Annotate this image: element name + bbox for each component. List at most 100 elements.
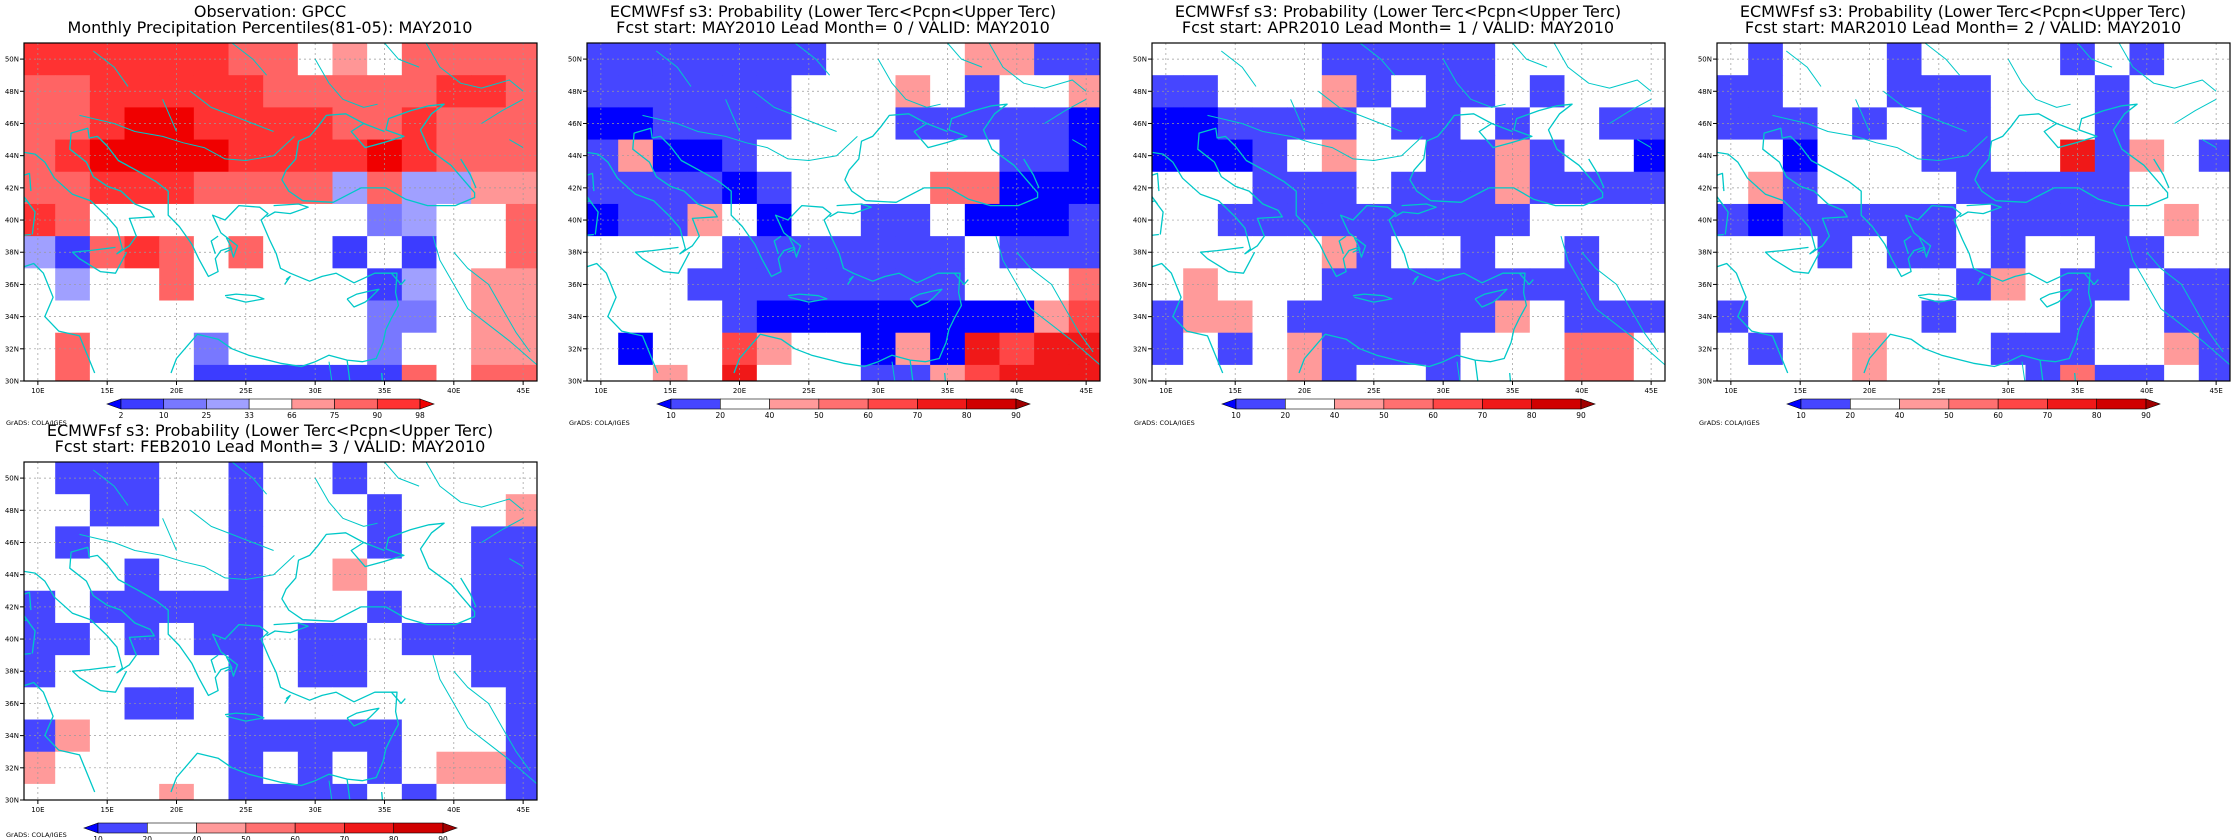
map-frame [1716,42,2231,382]
coastline [24,591,32,624]
grid-cell [1564,364,1600,381]
river [1207,114,1423,161]
x-tick-label: 10E [594,387,607,395]
river [79,114,295,161]
coastline [1717,262,1789,374]
x-tick-label: 40E [1010,387,1023,395]
panel-forecast-lead3: ECMWFsf s3: Probability (Lower Terc<Pcpn… [5,421,538,840]
panel-title-line2: Fcst start: MAY2010 Lead Month= 0 / VALI… [616,18,1050,37]
coastline [284,275,291,285]
colorbar-label: 70 [1478,411,1488,420]
coastline [829,203,872,218]
y-tick-label: 32N [1133,345,1147,353]
colorbar-segment [1800,398,1851,410]
colorbar-label: 25 [202,411,212,420]
coastlines [1717,43,2230,381]
y-tick-label: 30N [5,797,19,805]
colorbar-segment [1948,398,1999,410]
y-tick-label: 36N [1698,281,1712,289]
river [231,43,267,76]
river [425,43,524,92]
colorbar-label: 2 [119,411,124,420]
colorbar-segment [1284,398,1335,410]
colorbar-min-arrow [1786,398,1802,410]
colorbar-label: 50 [241,835,251,840]
x-tick-label: 15E [101,387,114,395]
x-tick-label: 25E [239,806,252,814]
coastlines [24,462,537,800]
colorbar-segment [719,398,770,410]
grid-cell [89,364,125,381]
colorbar-segment [1334,398,1385,410]
map-frame [23,461,538,801]
grid-cell [436,783,472,800]
colorbar-segment [376,398,421,410]
grid-cell [2164,364,2200,381]
x-tick-label: 45E [1079,387,1092,395]
coastline [266,622,309,637]
colorbar-label: 90 [1576,411,1586,420]
colorbar-segment [1235,398,1286,410]
grid-cell [687,364,723,381]
y-tick-label: 46N [5,539,19,547]
grid-cell [1921,364,1957,381]
grid-cell [2129,364,2165,381]
coastline [1152,200,1164,236]
panel-title-line2: Monthly Precipitation Percentiles(81-05)… [68,18,473,37]
coastline [1338,235,1347,254]
grid-cell [1956,364,1992,381]
grid-cell [159,364,195,381]
colorbar-label: 80 [962,411,972,420]
coastline [1152,262,1224,374]
colorbar-label: 90 [1011,411,1021,420]
coastline [847,275,854,285]
coastline [909,288,943,308]
coastline [787,293,828,303]
river [453,670,531,772]
colorbar-label: 70 [913,411,923,420]
panel-title-line1: ECMWFsf s3: Probability (Lower Terc<Pcpn… [610,2,1056,21]
grid-cell [1321,364,1357,381]
y-tick-label: 40N [5,217,19,225]
coastline [587,154,588,156]
coastline [1588,158,1605,189]
y-tick-label: 42N [5,184,19,192]
map-forecast-lead0: 10E 15E 20E 25E 30E 35E 40E 45E 30N 32N 34N 36N 38N 4… [568,42,1101,395]
river [190,90,274,132]
colorbar-segment [818,398,869,410]
grid-cell [228,494,264,527]
coastline [1352,237,1361,253]
colorbar-label: 80 [389,835,399,840]
coastline [2039,360,2044,381]
coastline [2153,158,2170,189]
river [655,50,692,87]
coastline [381,372,384,381]
y-tick-label: 44N [568,152,582,160]
coastline [1152,172,1160,205]
y-tick-label: 50N [5,56,19,64]
grid-cell [124,783,160,800]
colorbar-segment [163,398,207,410]
x-tick-label: 25E [239,387,252,395]
x-tick-label: 40E [447,387,460,395]
credit-text: GrADS: COLA/IGES [6,419,67,427]
coastline [224,293,265,303]
coastline [587,262,659,374]
colorbar-max-arrow [442,822,458,834]
y-tick-label: 38N [5,249,19,257]
river [314,477,378,527]
colorbar-label: 70 [2043,411,2053,420]
colorbar-segment [206,398,250,410]
coastline [1023,158,1040,189]
colorbar-label: 50 [814,411,824,420]
y-tick-label: 46N [568,120,582,128]
coastline [1917,293,1958,303]
river [1456,361,1461,381]
colorbar-label: 20 [143,835,153,840]
grid-cell [159,783,195,800]
coastline [2074,372,2077,381]
coastline [2039,288,2073,308]
coastline [787,237,796,253]
y-tick-label: 36N [5,700,19,708]
y-tick-label: 32N [1698,345,1712,353]
